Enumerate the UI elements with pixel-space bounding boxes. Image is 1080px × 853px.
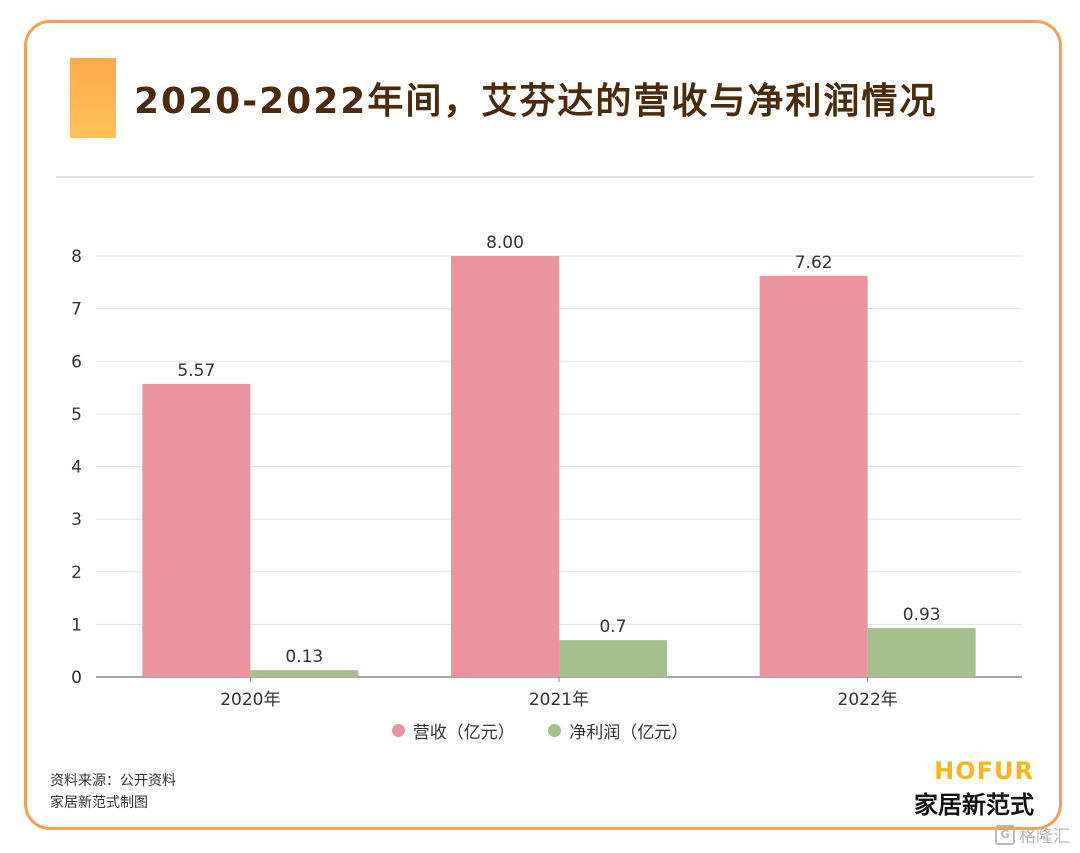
data-label: 7.62: [795, 253, 833, 273]
brand-logo-en: HOFUR: [934, 757, 1034, 785]
x-tick-label: 2022年: [838, 690, 898, 710]
maker-line: 家居新范式制图: [50, 795, 148, 811]
bar-net-profit: [867, 628, 976, 677]
page-title: 2020-2022年间，艾芬达的营收与净利润情况: [134, 81, 938, 122]
y-tick-label: 8: [71, 247, 82, 267]
y-tick-label: 0: [71, 668, 82, 688]
y-tick-label: 4: [71, 458, 82, 478]
data-label: 8.00: [486, 233, 524, 253]
brand-logo-cn: 家居新范式: [914, 791, 1034, 819]
watermark: G 格隆汇: [995, 822, 1070, 847]
y-tick-label: 6: [71, 352, 82, 372]
watermark-text: 格隆汇: [1019, 827, 1070, 847]
bar-revenue: [759, 275, 868, 677]
bar-revenue: [451, 256, 559, 677]
source-line: 资料来源：公开资料: [50, 773, 176, 789]
data-label: 5.57: [177, 361, 215, 381]
y-tick-label: 7: [71, 300, 82, 320]
legend-label-net-profit: 净利润（亿元）: [569, 723, 689, 743]
data-label: 0.7: [599, 617, 626, 637]
y-tick-label: 5: [71, 405, 82, 425]
chart-legend: 营收（亿元） 净利润（亿元）: [0, 718, 1080, 743]
y-tick-label: 2: [71, 563, 82, 583]
legend-item-net-profit: 净利润（亿元）: [548, 718, 688, 743]
title-accent-bar: [70, 58, 116, 138]
bar-revenue: [142, 383, 251, 677]
legend-item-revenue: 营收（亿元）: [391, 718, 515, 743]
bar-net-profit: [250, 670, 359, 677]
legend-dot-revenue: [391, 724, 405, 737]
y-tick-label: 3: [71, 510, 82, 530]
x-tick-label: 2020年: [220, 690, 280, 710]
source-note: 资料来源：公开资料 家居新范式制图: [50, 770, 176, 814]
title-divider: [56, 176, 1034, 178]
data-label: 0.13: [285, 647, 323, 667]
y-tick-label: 1: [71, 615, 82, 635]
x-tick-label: 2021年: [529, 690, 589, 710]
legend-label-revenue: 营收（亿元）: [412, 723, 515, 743]
data-label: 0.93: [903, 605, 941, 625]
legend-dot-net-profit: [548, 724, 562, 737]
watermark-logo-icon: G: [995, 824, 1015, 845]
bar-net-profit: [559, 640, 667, 677]
